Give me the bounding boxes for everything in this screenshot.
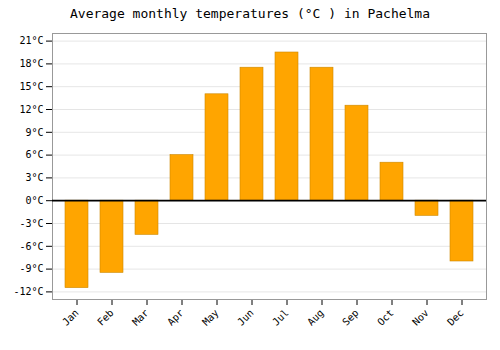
svg-text:18°C: 18°C — [19, 58, 43, 69]
svg-text:6°C: 6°C — [25, 149, 43, 160]
html-text:Average monthly temperatures (: Average monthly temperatures (°C ) in Pa… — [70, 6, 430, 21]
svg-text:-3°C: -3°C — [19, 218, 43, 229]
svg-text:0°C: 0°C — [25, 195, 43, 206]
svg-text:Dec: Dec — [445, 307, 466, 328]
svg-text:May: May — [200, 307, 221, 328]
svg-text:Mar: Mar — [130, 307, 151, 328]
svg-text:-12°C: -12°C — [13, 286, 43, 297]
svg-text:3°C: 3°C — [25, 172, 43, 183]
svg-text:-6°C: -6°C — [19, 241, 43, 252]
svg-text:Sep: Sep — [340, 307, 361, 328]
svg-text:Jun: Jun — [235, 307, 256, 328]
svg-text:Jan: Jan — [60, 307, 81, 328]
svg-text:12°C: 12°C — [19, 104, 43, 115]
svg-text:Aug: Aug — [305, 307, 326, 328]
svg-text:Oct: Oct — [375, 307, 396, 328]
svg-text:Jul: Jul — [270, 307, 291, 328]
svg-text:21°C: 21°C — [19, 35, 43, 46]
svg-text:Feb: Feb — [95, 307, 116, 328]
svg-text:Nov: Nov — [410, 307, 431, 328]
svg-text:Apr: Apr — [165, 307, 186, 328]
svg-text:15°C: 15°C — [19, 81, 43, 92]
svg-text:9°C: 9°C — [25, 127, 43, 138]
svg-text:-9°C: -9°C — [19, 263, 43, 274]
